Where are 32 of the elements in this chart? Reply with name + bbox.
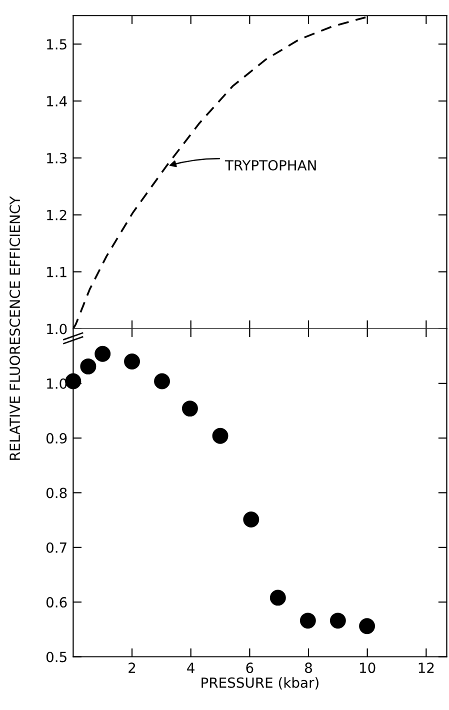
point <box>330 612 346 629</box>
point <box>182 400 198 417</box>
point <box>359 618 376 634</box>
y-tick-label: 0.7 <box>46 542 66 553</box>
point <box>94 346 111 362</box>
point <box>212 428 228 444</box>
y-tick-label: 1.1 <box>47 266 66 278</box>
annotation: TRYPTOPHAN <box>224 160 316 171</box>
y-tick-label: 0.8 <box>46 488 67 498</box>
x-tick-label: 12 <box>418 662 434 673</box>
x-tick-label: 2 <box>128 662 136 673</box>
x-tick-label: 8 <box>305 662 312 674</box>
point <box>243 512 260 528</box>
y-tick-label: 1.0 <box>47 324 67 334</box>
x-tick-label: 6 <box>246 662 254 674</box>
point <box>154 373 170 390</box>
y-tick-label: 1.3 <box>47 152 67 164</box>
point <box>124 354 140 370</box>
y-tick-label: 0.5 <box>46 652 66 662</box>
point <box>270 590 286 606</box>
y-tick-label: 1.2 <box>47 210 66 220</box>
y-tick-label: 0.6 <box>46 597 67 608</box>
y-axis-title: RELATIVE FLUORESCENCE EFFICIENCY <box>10 196 20 460</box>
x-tick-label: 4 <box>187 662 194 673</box>
y-tick-label: 0.9 <box>46 433 67 444</box>
point <box>80 358 96 374</box>
point <box>65 373 82 390</box>
x-tick-label: 10 <box>360 662 376 674</box>
point <box>300 612 316 629</box>
y-tick-label: 1.4 <box>47 96 67 106</box>
x-axis-title: PRESSURE (kbar) <box>202 677 318 690</box>
y-tick-label: 1.5 <box>47 39 66 50</box>
